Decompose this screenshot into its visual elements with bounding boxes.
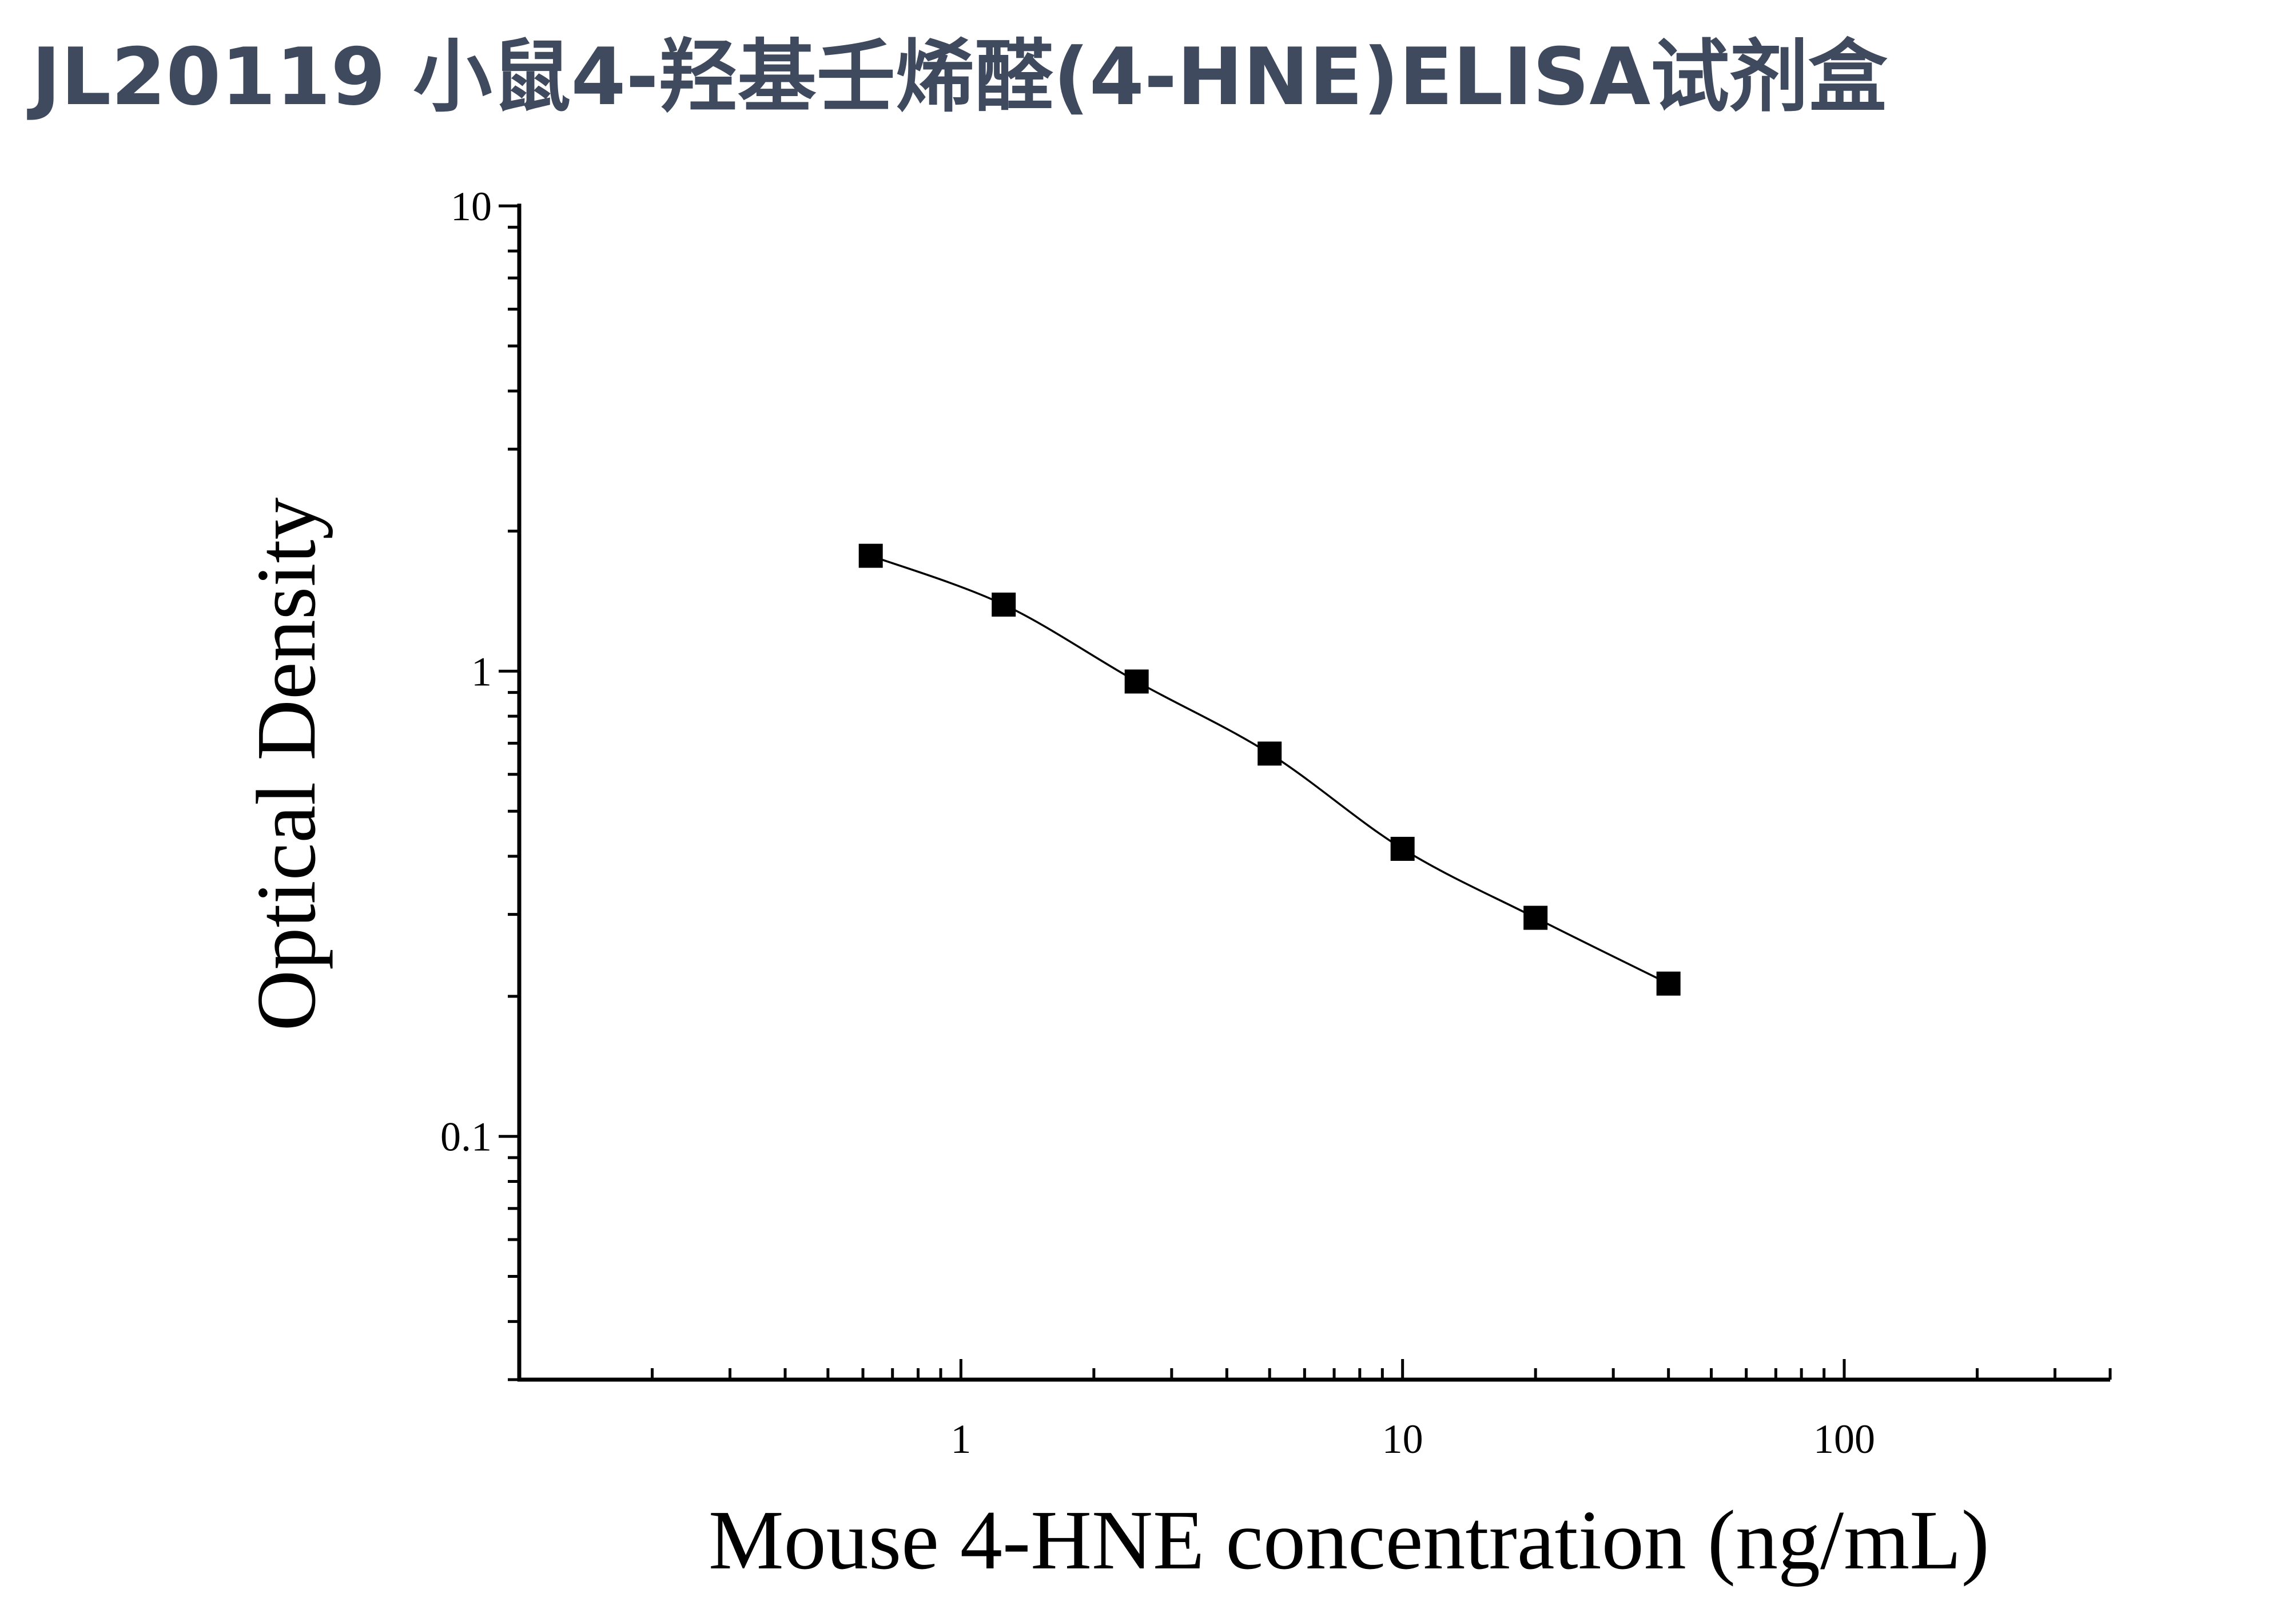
data-point-marker: [1124, 669, 1149, 694]
y-tick-label: 10: [451, 184, 492, 229]
fit-curve-line: [870, 555, 1669, 985]
x-tick-label: 10: [1382, 1416, 1423, 1462]
x-tick-label: 100: [1813, 1416, 1875, 1462]
data-point-marker: [992, 593, 1016, 617]
y-axis-title: Optical Density: [240, 497, 333, 1031]
data-point-marker: [858, 543, 883, 568]
data-points: [858, 543, 1681, 996]
data-point-marker: [1390, 837, 1415, 861]
x-axis-major-ticks: 1 10 100: [950, 1359, 1875, 1462]
x-axis-title: Mouse 4-HNE concentration (ng/mL): [709, 1493, 1989, 1587]
y-axis-major-ticks: 0.1 1 10: [440, 184, 519, 1160]
data-point-marker: [1258, 741, 1282, 766]
data-point-marker: [1523, 905, 1548, 930]
x-tick-label: 1: [950, 1416, 971, 1462]
y-tick-label: 1: [471, 649, 492, 694]
data-point-marker: [1656, 971, 1681, 996]
page-title: JL20119 小鼠4-羟基壬烯醛(4-HNE)ELISA试剂盒: [31, 31, 1888, 123]
y-tick-label: 0.1: [440, 1114, 492, 1160]
